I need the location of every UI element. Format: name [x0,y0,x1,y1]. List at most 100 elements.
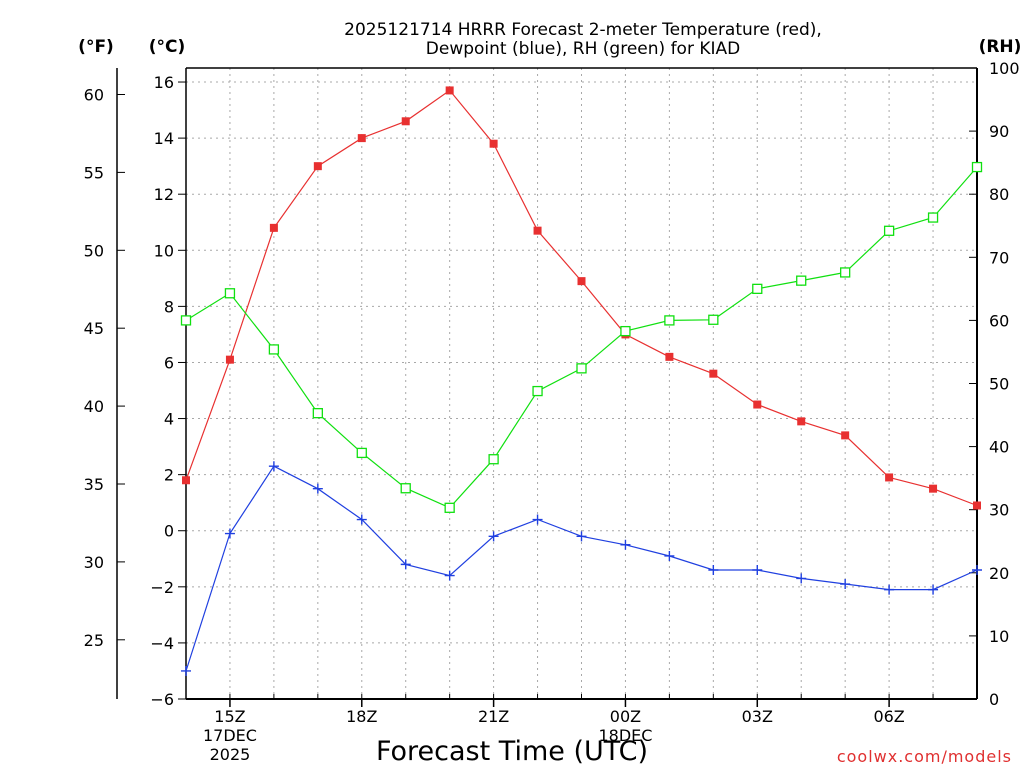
rh-point [312,408,323,419]
rh-point [708,314,719,325]
rh-tick-label: 80 [989,185,1009,204]
rh-tick-label: 0 [989,690,999,709]
temperature-point [665,352,674,361]
x-tick-label: 21Z [478,707,509,726]
celsius-tick-label: 14 [154,129,174,148]
rh-point [796,275,807,286]
dewpoint-point [796,573,807,584]
rh-point [752,283,763,295]
temperature-point [489,139,498,148]
x-tick-label: 2025 [210,745,251,764]
dewpoint-point [532,514,543,525]
temperature-point [313,162,322,171]
rh-point [268,344,280,355]
rh-point [532,385,543,397]
dewpoint-point [488,531,499,542]
rh-point [444,502,455,513]
celsius-unit-label: (°C) [149,37,186,57]
x-tick-label: 03Z [742,707,773,726]
temperature-point [225,355,234,364]
x-tick-label: 06Z [873,707,904,726]
rh-point [664,315,675,326]
rh-point [620,325,631,337]
celsius-tick-label: −2 [150,578,174,597]
fahrenheit-tick-label: 30 [84,553,104,572]
dewpoint-point [576,531,587,542]
dewpoint-point [664,550,675,561]
fahrenheit-tick-label: 45 [84,319,104,338]
dewpoint-point [181,665,191,676]
rh-tick-label: 100 [989,59,1020,78]
fahrenheit-tick-label: 50 [84,241,104,260]
x-tick-label: 18Z [346,707,377,726]
dewpoint-point [224,528,235,539]
axes [116,67,978,700]
temperature-point [929,484,938,493]
rh-point [400,483,411,494]
temperature-point [885,473,894,482]
rh-tick-label: 60 [989,311,1009,330]
temperature-point [182,476,190,485]
data-series [180,86,983,676]
rh-point [356,447,367,459]
dewpoint-point [708,564,719,575]
temperature-point [401,117,410,126]
rh-point [971,161,983,173]
celsius-tick-label: 0 [164,522,174,541]
rh-point [488,454,499,465]
celsius-tick-label: 2 [164,466,174,485]
temperature-point [357,134,366,143]
dewpoint-point [268,461,279,472]
rh-point [927,212,939,223]
x-axis-label: Forecast Time (UTC) [376,736,648,767]
dewpoint-point [928,584,939,595]
rh-tick-label: 40 [989,438,1009,457]
rh-tick-label: 20 [989,564,1009,583]
rh-point [224,288,236,299]
temperature-point [445,86,454,95]
fahrenheit-unit-label: (°F) [78,37,114,57]
x-tick-label: 18DEC [598,726,652,745]
temperature-point [753,400,762,409]
dewpoint-point [312,483,323,494]
fahrenheit-tick-label: 55 [84,163,104,182]
temperature-point [841,431,850,440]
dewpoint-line [185,465,978,672]
celsius-tick-label: 16 [154,73,174,92]
fahrenheit-tick-label: 60 [84,85,104,104]
celsius-tick-label: 8 [164,297,174,316]
dewpoint-point [356,514,367,525]
celsius-tick-label: 12 [154,185,174,204]
celsius-tick-label: 10 [154,241,174,260]
temperature-point [533,226,542,235]
temperature-point [269,223,278,232]
fahrenheit-tick-label: 25 [84,631,104,650]
grid-lines [186,68,977,699]
fahrenheit-tick-label: 40 [84,397,104,416]
rh-point [576,363,587,374]
x-tick-label: 15Z [214,707,245,726]
chart-title-line1: 2025121714 HRRR Forecast 2-meter Tempera… [344,20,822,40]
x-tick-label: 17DEC [203,726,257,745]
dewpoint-point [400,559,411,570]
rh-point [840,267,851,278]
temperature-point [577,277,586,286]
celsius-tick-label: −4 [150,634,174,653]
dewpoint-point [620,539,631,550]
rh-tick-label: 70 [989,248,1009,267]
rh-point [883,225,895,236]
dewpoint-point [972,564,982,575]
rh-unit-label: (RH) [979,37,1022,57]
rh-tick-label: 30 [989,501,1009,520]
dewpoint-point [884,584,895,595]
dewpoint-point [840,579,851,590]
temperature-point [797,417,806,426]
celsius-tick-label: 6 [164,353,174,372]
fahrenheit-tick-label: 35 [84,475,104,494]
rh-point [180,315,192,326]
tick-labels: −6 −4 −2 0 2 4 6 8 10 12 14 16 25 30 35 40 45 50 55 60 0 10 20… [84,59,1020,764]
credit-text: coolwx.com/models [837,747,1012,766]
chart-title-line2: Dewpoint (blue), RH (green) for KIAD [426,39,740,59]
rh-tick-label: 10 [989,627,1009,646]
